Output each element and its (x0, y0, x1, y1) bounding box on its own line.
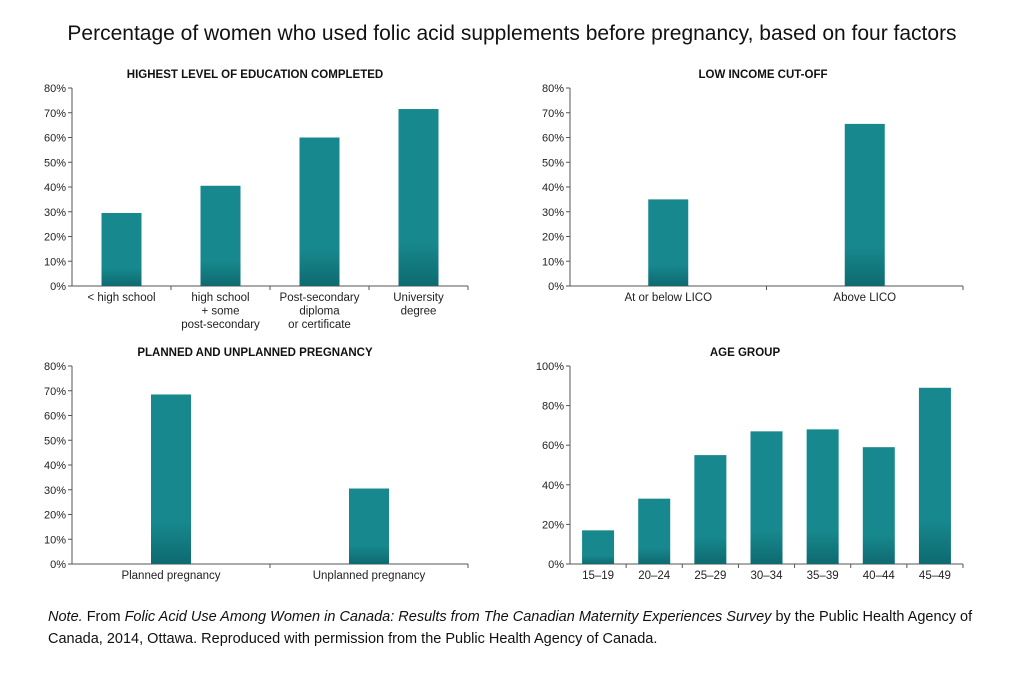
chart-age-group: AGE GROUP 0% 20% 40% 60% 80% 100% 15–19 20–24 25–… (536, 347, 964, 582)
x-category-label: 20–24 (638, 570, 671, 582)
y-tick-label: 40% (44, 182, 66, 194)
bar (638, 498, 671, 564)
note-source-title: Folic Acid Use Among Women in Canada: Re… (124, 609, 772, 625)
y-tick-label: 70% (44, 386, 66, 398)
x-category-label: Post-secondary diploma or certificate (280, 292, 360, 331)
x-category-label: Planned pregnancy (121, 570, 220, 582)
y-tick-label: 40% (44, 460, 66, 472)
x-category-label: 45–49 (919, 570, 951, 582)
note-text-before: From (82, 609, 125, 625)
y-tick-label: 40% (542, 480, 564, 492)
y-tick-label: 10% (542, 256, 564, 268)
note-text-after: by the Public Health Agency of Canada, 2… (48, 609, 973, 647)
x-category-label: Above LICO (833, 292, 896, 304)
bar (806, 429, 839, 564)
panel-age-group: AGE GROUP 0% 20% 40% 60% 80% 100% 15–19 20–24 25–… (500, 338, 1000, 598)
y-tick-label: 60% (44, 133, 66, 145)
y-tick-label: 10% (44, 534, 66, 546)
x-category-label: Unplanned pregnancy (313, 570, 426, 582)
panel-title: LOW INCOME CUT-OFF (698, 69, 827, 81)
y-tick-label: 60% (542, 133, 564, 145)
panel-education: HIGHEST LEVEL OF EDUCATION COMPLETED 0% 10… (0, 60, 480, 340)
y-tick-label: 50% (44, 157, 66, 169)
x-category-label: 25–29 (694, 570, 726, 582)
bar (151, 394, 191, 564)
x-category-label: 15–19 (582, 570, 614, 582)
bar (918, 387, 951, 564)
y-tick-label: 0% (548, 281, 564, 293)
x-category-label: At or below LICO (624, 292, 712, 304)
y-tick-label: 80% (542, 401, 564, 413)
figure-title: Percentage of women who used folic acid … (67, 22, 957, 45)
bar (862, 447, 895, 564)
y-tick-label: 50% (542, 157, 564, 169)
y-tick-label: 50% (44, 435, 66, 447)
x-category-label: 35–39 (807, 570, 839, 582)
y-tick-label: 70% (44, 108, 66, 120)
bar (299, 137, 340, 286)
chart-education: HIGHEST LEVEL OF EDUCATION COMPLETED 0% 10… (44, 69, 469, 331)
x-category-label: 30–34 (751, 570, 784, 582)
bar (694, 455, 727, 564)
y-tick-label: 60% (542, 440, 564, 452)
bar (582, 530, 615, 564)
panel-title: AGE GROUP (710, 347, 781, 359)
source-note: Note. From Folic Acid Use Among Women in… (48, 606, 988, 650)
x-category-label: 40–44 (863, 570, 896, 582)
y-tick-label: 0% (50, 559, 66, 571)
panel-title: HIGHEST LEVEL OF EDUCATION COMPLETED (127, 69, 383, 81)
bar (648, 199, 689, 286)
bar (101, 212, 142, 286)
y-tick-label: 0% (50, 281, 66, 293)
y-tick-label: 30% (44, 207, 66, 219)
y-tick-label: 20% (44, 510, 66, 522)
y-tick-label: 20% (542, 519, 564, 531)
panel-income: LOW INCOME CUT-OFF 0% 10% 20% 30% 40% 50% 60% 70… (500, 60, 1000, 340)
bar (750, 431, 783, 564)
x-category-label: University degree (393, 292, 444, 318)
y-tick-label: 40% (542, 182, 564, 194)
y-tick-label: 70% (542, 108, 564, 120)
y-tick-label: 80% (44, 83, 66, 95)
y-tick-label: 100% (536, 361, 564, 373)
y-tick-label: 80% (44, 361, 66, 373)
y-tick-label: 80% (542, 83, 564, 95)
x-category-label: < high school (87, 292, 155, 304)
bar (844, 123, 885, 286)
note-label: Note. (48, 609, 83, 625)
y-tick-label: 30% (44, 485, 66, 497)
y-tick-label: 10% (44, 256, 66, 268)
bar (200, 185, 241, 286)
y-tick-label: 20% (542, 232, 564, 244)
y-tick-label: 20% (44, 232, 66, 244)
chart-pregnancy: PLANNED AND UNPLANNED PREGNANCY 0% 10% 20% 3… (44, 347, 469, 582)
y-tick-label: 0% (548, 559, 564, 571)
x-category-label: high school + some post-secondary (181, 292, 260, 331)
chart-income: LOW INCOME CUT-OFF 0% 10% 20% 30% 40% 50% 60% 70… (542, 69, 964, 304)
panel-pregnancy: PLANNED AND UNPLANNED PREGNANCY 0% 10% 20% 3… (0, 338, 480, 598)
bar (398, 109, 439, 286)
bar (349, 488, 389, 564)
y-tick-label: 30% (542, 207, 564, 219)
panel-title: PLANNED AND UNPLANNED PREGNANCY (137, 347, 373, 359)
y-tick-label: 60% (44, 411, 66, 423)
